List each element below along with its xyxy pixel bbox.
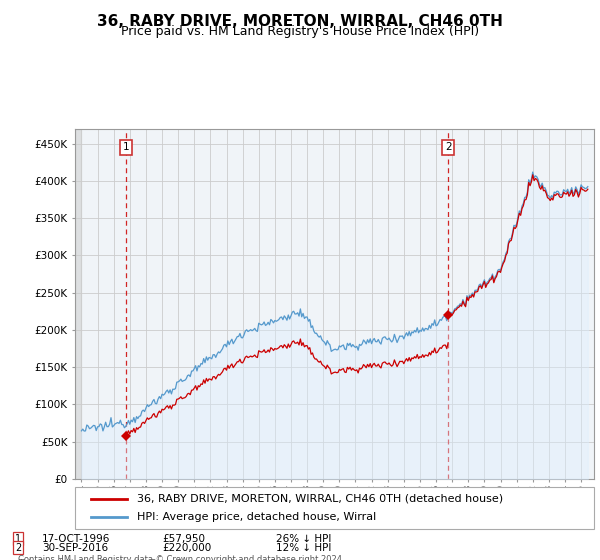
Text: HPI: Average price, detached house, Wirral: HPI: Average price, detached house, Wirr… bbox=[137, 512, 377, 522]
Text: 26% ↓ HPI: 26% ↓ HPI bbox=[276, 534, 331, 544]
Text: 36, RABY DRIVE, MORETON, WIRRAL, CH46 0TH (detached house): 36, RABY DRIVE, MORETON, WIRRAL, CH46 0T… bbox=[137, 494, 503, 504]
Text: £220,000: £220,000 bbox=[162, 543, 211, 553]
Text: 1: 1 bbox=[123, 142, 130, 152]
Text: 1: 1 bbox=[15, 534, 21, 544]
Text: This data is licensed under the Open Government Licence v3.0.: This data is licensed under the Open Gov… bbox=[18, 559, 286, 560]
Text: 2: 2 bbox=[445, 142, 451, 152]
Text: 36, RABY DRIVE, MORETON, WIRRAL, CH46 0TH: 36, RABY DRIVE, MORETON, WIRRAL, CH46 0T… bbox=[97, 14, 503, 29]
Text: 30-SEP-2016: 30-SEP-2016 bbox=[42, 543, 108, 553]
Text: Contains HM Land Registry data © Crown copyright and database right 2024.: Contains HM Land Registry data © Crown c… bbox=[18, 555, 344, 560]
Text: 17-OCT-1996: 17-OCT-1996 bbox=[42, 534, 110, 544]
Text: 2: 2 bbox=[15, 543, 21, 553]
Text: £57,950: £57,950 bbox=[162, 534, 205, 544]
Text: Price paid vs. HM Land Registry's House Price Index (HPI): Price paid vs. HM Land Registry's House … bbox=[121, 25, 479, 38]
Bar bbox=[75, 129, 82, 479]
FancyBboxPatch shape bbox=[75, 487, 594, 529]
Text: 12% ↓ HPI: 12% ↓ HPI bbox=[276, 543, 331, 553]
